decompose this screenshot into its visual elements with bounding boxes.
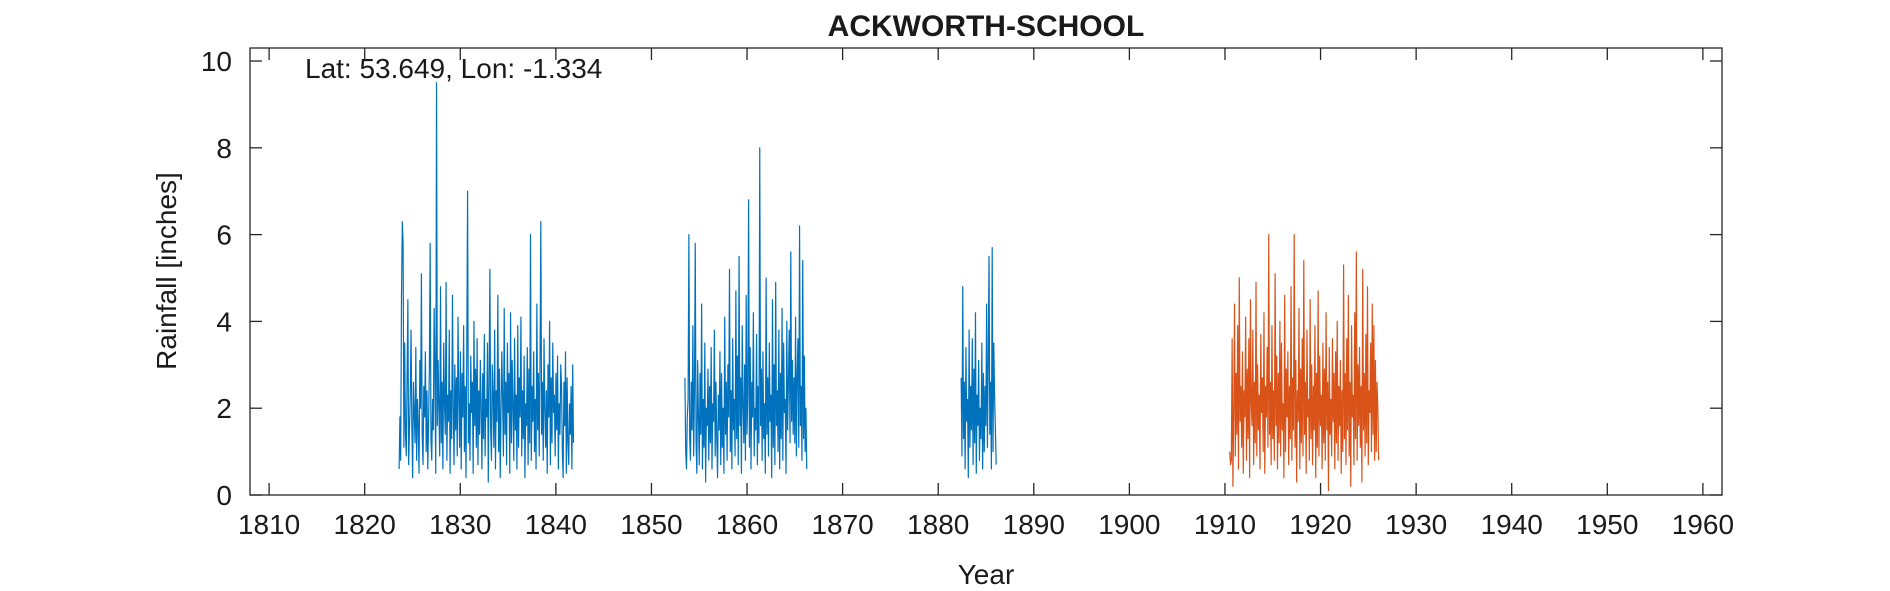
- series-1-line: [960, 247, 997, 479]
- chart-title: ACKWORTH-SCHOOL: [828, 10, 1145, 43]
- series-2-line: [1229, 234, 1380, 492]
- x-tick-label: 1870: [811, 509, 873, 540]
- y-axis-label: Rainfall [inches]: [151, 172, 182, 370]
- x-tick-label: 1880: [907, 509, 969, 540]
- x-tick-label: 1860: [716, 509, 778, 540]
- y-tick-label: 2: [216, 393, 232, 424]
- x-tick-label: 1910: [1194, 509, 1256, 540]
- x-tick-label: 1840: [525, 509, 587, 540]
- y-tick-label: 8: [216, 133, 232, 164]
- x-tick-label: 1900: [1098, 509, 1160, 540]
- x-tick-label: 1850: [620, 509, 682, 540]
- x-tick-label: 1950: [1576, 509, 1638, 540]
- x-axis: 1810 1820 1830 1840 1850 1860 1870 1880 1890 1900…: [238, 48, 1734, 540]
- y-tick-label: 6: [216, 220, 232, 251]
- x-tick-label: 1820: [334, 509, 396, 540]
- x-tick-label: 1890: [1003, 509, 1065, 540]
- y-tick-label: 10: [201, 46, 232, 77]
- x-tick-label: 1810: [238, 509, 300, 540]
- series-1-line: [398, 82, 575, 483]
- x-tick-label: 1930: [1385, 509, 1447, 540]
- location-annotation: Lat: 53.649, Lon: -1.334: [305, 53, 602, 84]
- y-tick-label: 4: [216, 306, 232, 337]
- y-axis: 0 2 4 6 8 10: [201, 46, 1722, 511]
- plot-lines: [398, 82, 1380, 492]
- y-tick-label: 0: [216, 480, 232, 511]
- x-tick-label: 1960: [1672, 509, 1734, 540]
- x-tick-label: 1920: [1289, 509, 1351, 540]
- x-tick-label: 1830: [429, 509, 491, 540]
- series-1-line: [684, 147, 808, 483]
- x-tick-label: 1940: [1481, 509, 1543, 540]
- x-axis-label: Year: [958, 559, 1015, 590]
